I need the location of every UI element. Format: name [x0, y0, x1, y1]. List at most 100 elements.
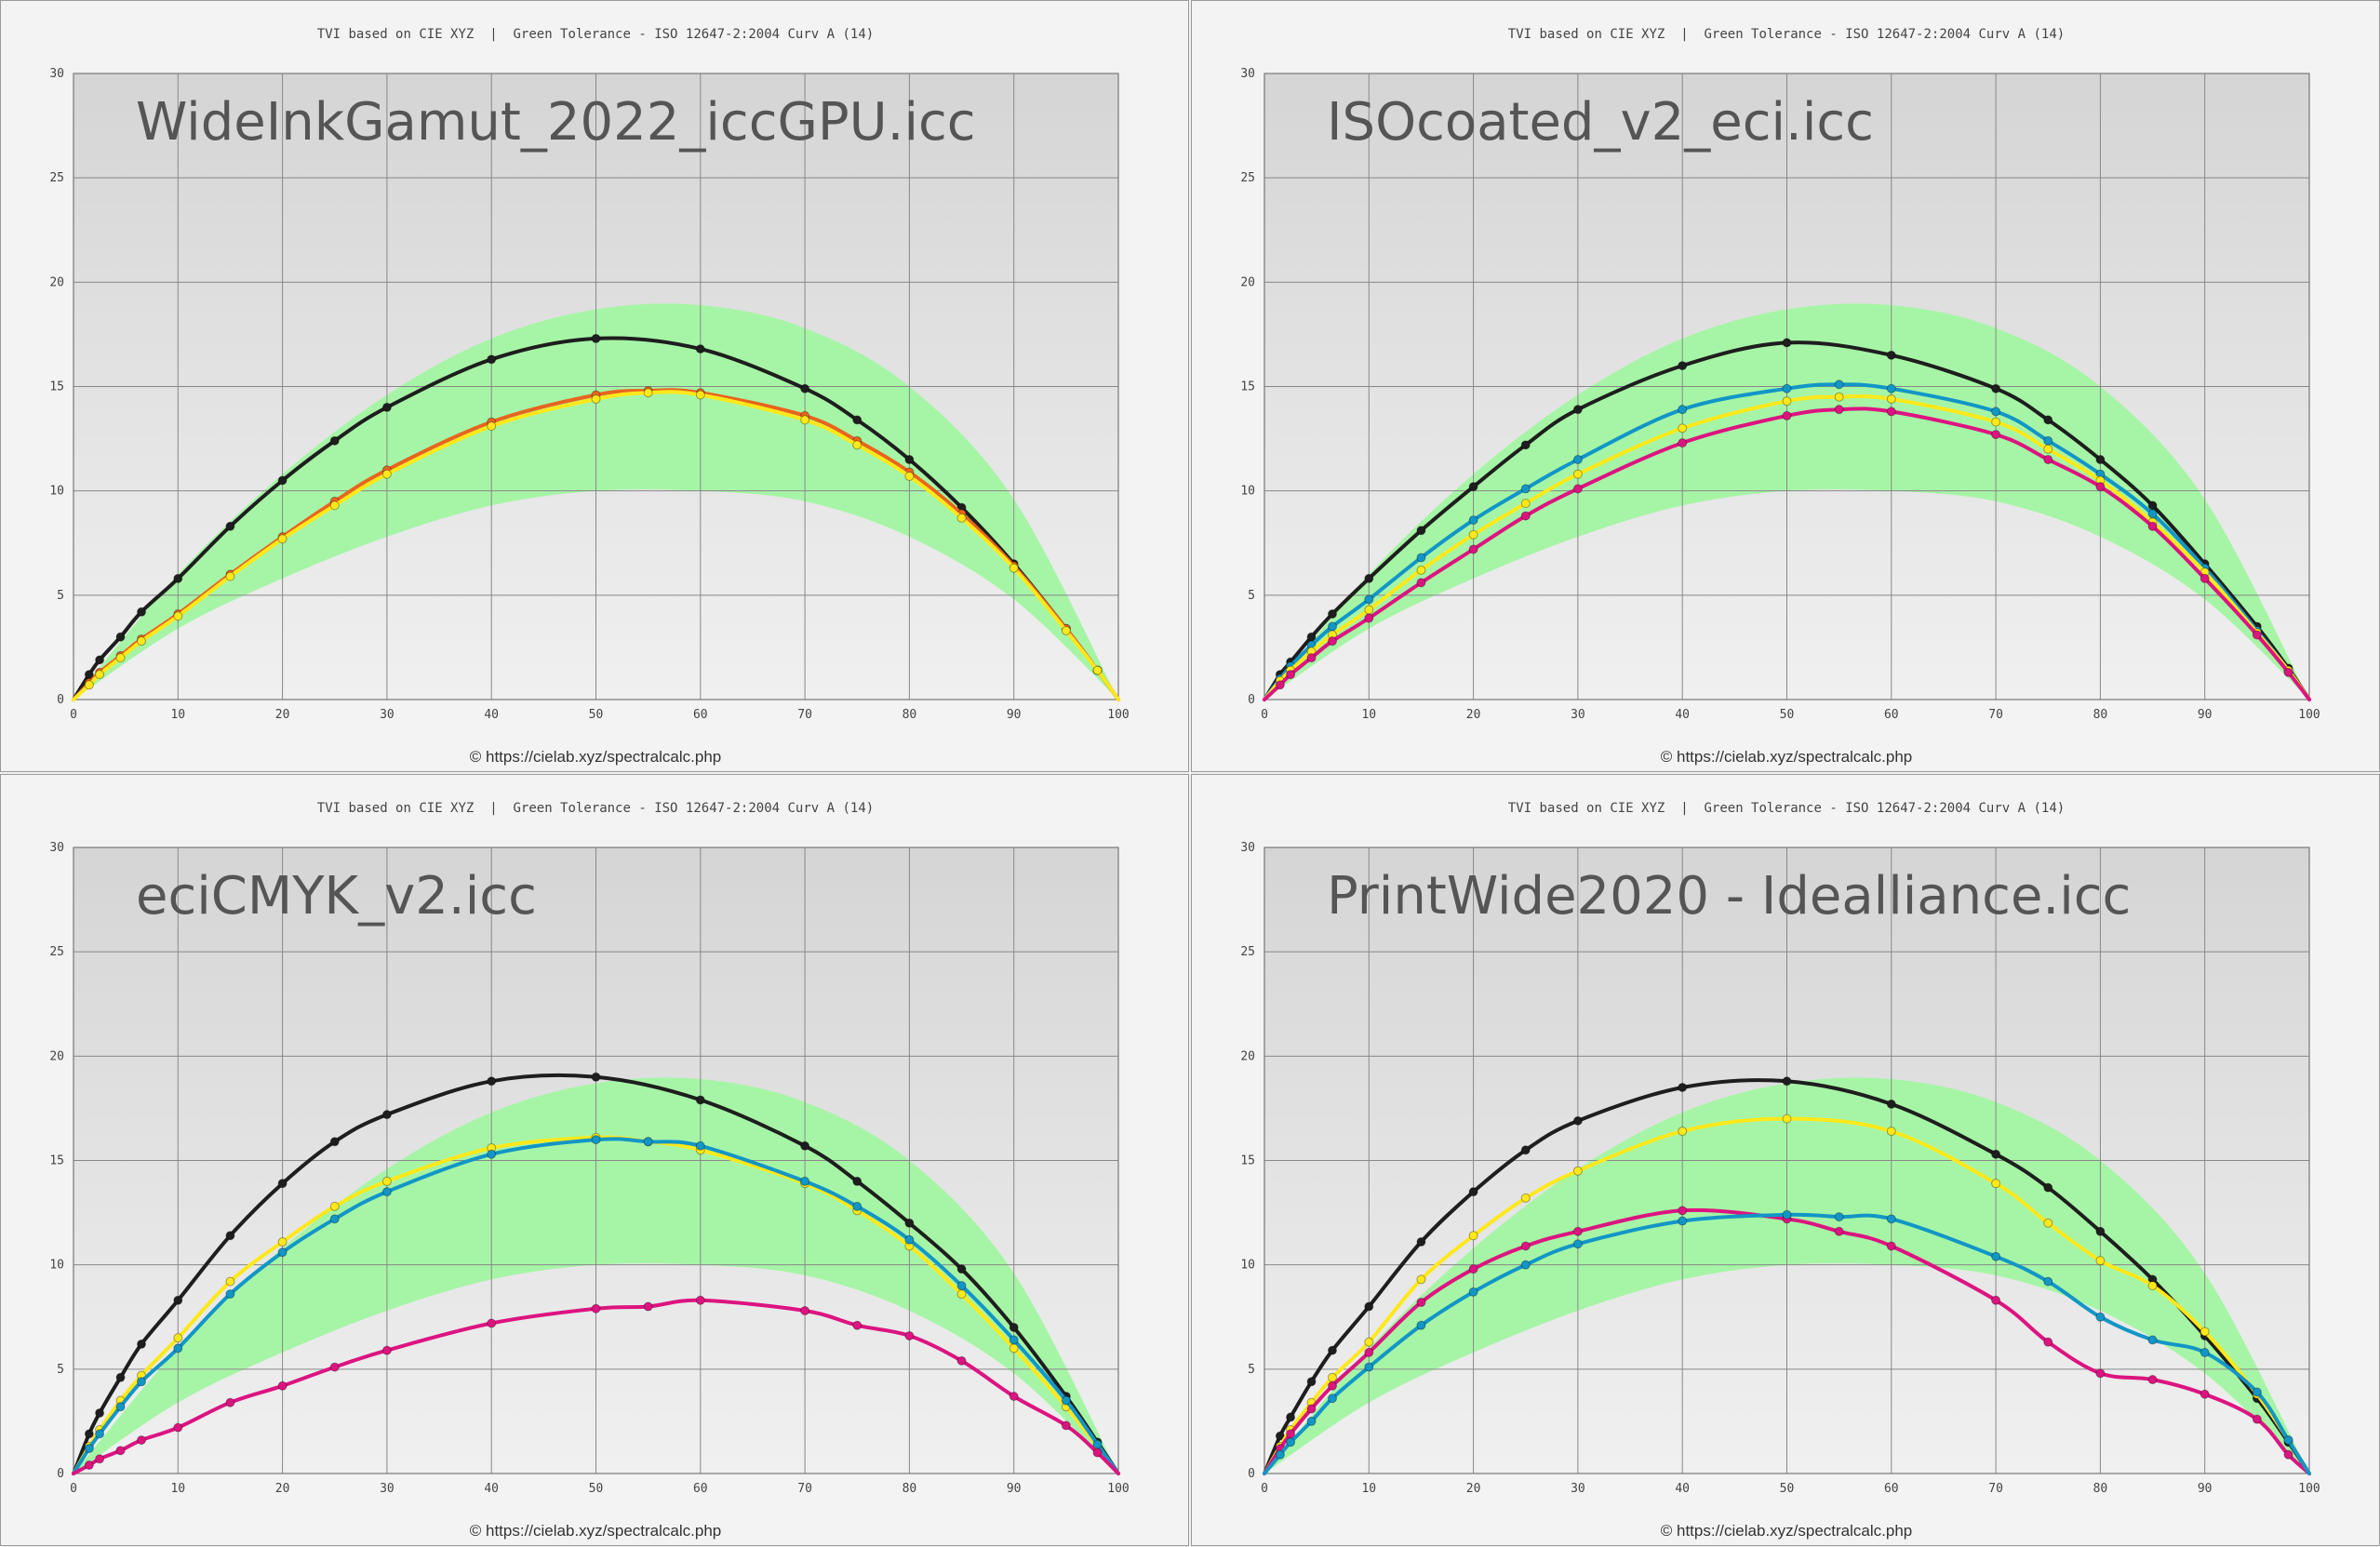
y-tick-label: 0: [57, 693, 64, 707]
data-point-magenta: [2283, 1449, 2293, 1460]
credit-link[interactable]: © https://cielab.xyz/spectralcalc.php: [469, 748, 722, 766]
data-point-black: [173, 573, 183, 583]
data-point-magenta: [1678, 438, 1688, 448]
y-tick-label: 25: [49, 945, 64, 959]
x-tick-label: 50: [1780, 708, 1795, 722]
data-point-black: [381, 1110, 392, 1120]
data-point-black: [695, 344, 705, 354]
y-tick-label: 20: [49, 275, 64, 289]
chart-header: TVI based on CIE XYZ | Green Tolerance -…: [1507, 801, 2066, 816]
data-point-cyan: [95, 1429, 105, 1439]
data-point-cyan: [1364, 1362, 1374, 1372]
data-point-cyan: [277, 1247, 287, 1258]
data-point-cyan: [695, 1140, 705, 1151]
y-tick-label: 25: [1240, 171, 1255, 185]
data-point-magenta: [1286, 670, 1296, 680]
x-tick-label: 30: [1571, 708, 1585, 722]
data-point-yellow: [136, 636, 146, 647]
data-point-magenta: [1416, 1298, 1426, 1308]
chart-header: TVI based on CIE XYZ | Green Tolerance -…: [316, 27, 875, 42]
data-point-cyan: [1009, 1335, 1019, 1345]
data-point-magenta: [1886, 407, 1896, 417]
chart-title: eciCMYK_v2.icc: [136, 866, 537, 927]
data-point-cyan: [2043, 1276, 2053, 1287]
data-point-magenta: [277, 1380, 287, 1391]
y-tick-label: 30: [1240, 841, 1255, 855]
data-point-yellow: [277, 1236, 287, 1247]
data-point-magenta: [1327, 1380, 1337, 1391]
data-point-yellow: [1991, 417, 2001, 427]
y-tick-label: 5: [57, 1363, 64, 1377]
data-point-cyan: [2095, 1312, 2106, 1322]
data-point-magenta: [1991, 430, 2001, 440]
data-point-yellow: [1416, 1274, 1426, 1285]
data-point-black: [1678, 361, 1688, 371]
data-point-cyan: [487, 1149, 497, 1159]
data-point-black: [1468, 482, 1478, 492]
data-point-yellow: [173, 611, 183, 621]
data-point-cyan: [1678, 405, 1688, 415]
data-point-magenta: [1009, 1391, 1019, 1401]
plot-frame: [73, 73, 1119, 700]
y-tick-label: 20: [1240, 1049, 1255, 1063]
chart-header: TVI based on CIE XYZ | Green Tolerance -…: [316, 801, 875, 816]
data-point-yellow: [329, 1201, 340, 1211]
data-point-yellow: [800, 415, 810, 425]
data-point-black: [2043, 1182, 2053, 1193]
data-point-magenta: [1468, 544, 1478, 554]
data-point-black: [1364, 1301, 1374, 1312]
x-tick-label: 70: [1988, 1482, 2003, 1496]
x-tick-label: 40: [1675, 1482, 1690, 1496]
data-point-cyan: [591, 1135, 601, 1145]
x-tick-label: 80: [2093, 708, 2108, 722]
data-point-magenta: [115, 1446, 126, 1456]
data-point-cyan: [1572, 455, 1583, 465]
y-tick-label: 5: [1248, 1363, 1255, 1377]
data-point-magenta: [2252, 1414, 2262, 1424]
data-point-black: [1782, 338, 1792, 348]
data-point-magenta: [1468, 1264, 1478, 1274]
y-tick-label: 10: [49, 485, 64, 499]
data-point-yellow: [2043, 1218, 2053, 1228]
data-point-magenta: [2147, 521, 2158, 531]
data-point-yellow: [1468, 529, 1478, 540]
data-point-yellow: [1092, 665, 1103, 675]
x-tick-label: 40: [484, 1482, 499, 1496]
data-point-yellow: [1520, 499, 1531, 509]
data-point-yellow: [2147, 1281, 2158, 1291]
credit-link[interactable]: © https://cielab.xyz/spectralcalc.php: [1660, 748, 1913, 766]
data-point-magenta: [1364, 613, 1374, 623]
series-line-black: [72, 336, 1120, 701]
series-line-black: [72, 1073, 1120, 1475]
data-point-magenta: [1678, 1206, 1688, 1216]
data-point-magenta: [591, 1303, 601, 1314]
data-point-magenta: [2043, 1337, 2053, 1347]
data-point-magenta: [1416, 578, 1426, 588]
data-point-black: [2095, 1226, 2106, 1236]
data-point-black: [1678, 1082, 1688, 1092]
credit-link[interactable]: © https://cielab.xyz/spectralcalc.php: [469, 1522, 722, 1540]
chart-title: WideInkGamut_2022_iccGPU.icc: [136, 92, 976, 153]
data-point-black: [277, 475, 287, 486]
data-point-black: [115, 632, 126, 642]
data-point-black: [695, 1095, 705, 1105]
y-tick-label: 15: [49, 380, 64, 394]
data-point-cyan: [904, 1234, 915, 1245]
x-tick-label: 80: [903, 708, 917, 722]
data-point-yellow: [381, 469, 392, 479]
data-point-black: [1572, 1115, 1583, 1126]
data-point-black: [225, 521, 235, 531]
data-point-black: [1886, 1099, 1896, 1109]
y-tick-label: 10: [1240, 485, 1255, 499]
data-point-cyan: [1306, 1416, 1317, 1426]
data-point-magenta: [2283, 667, 2293, 677]
y-tick-label: 25: [1240, 945, 1255, 959]
data-point-yellow: [225, 571, 235, 581]
credit-link[interactable]: © https://cielab.xyz/spectralcalc.php: [1660, 1522, 1913, 1540]
data-point-cyan: [800, 1176, 810, 1186]
x-tick-label: 90: [1007, 708, 1022, 722]
x-tick-label: 100: [1107, 1482, 1129, 1496]
data-point-magenta: [643, 1301, 653, 1312]
data-point-black: [329, 1137, 340, 1147]
